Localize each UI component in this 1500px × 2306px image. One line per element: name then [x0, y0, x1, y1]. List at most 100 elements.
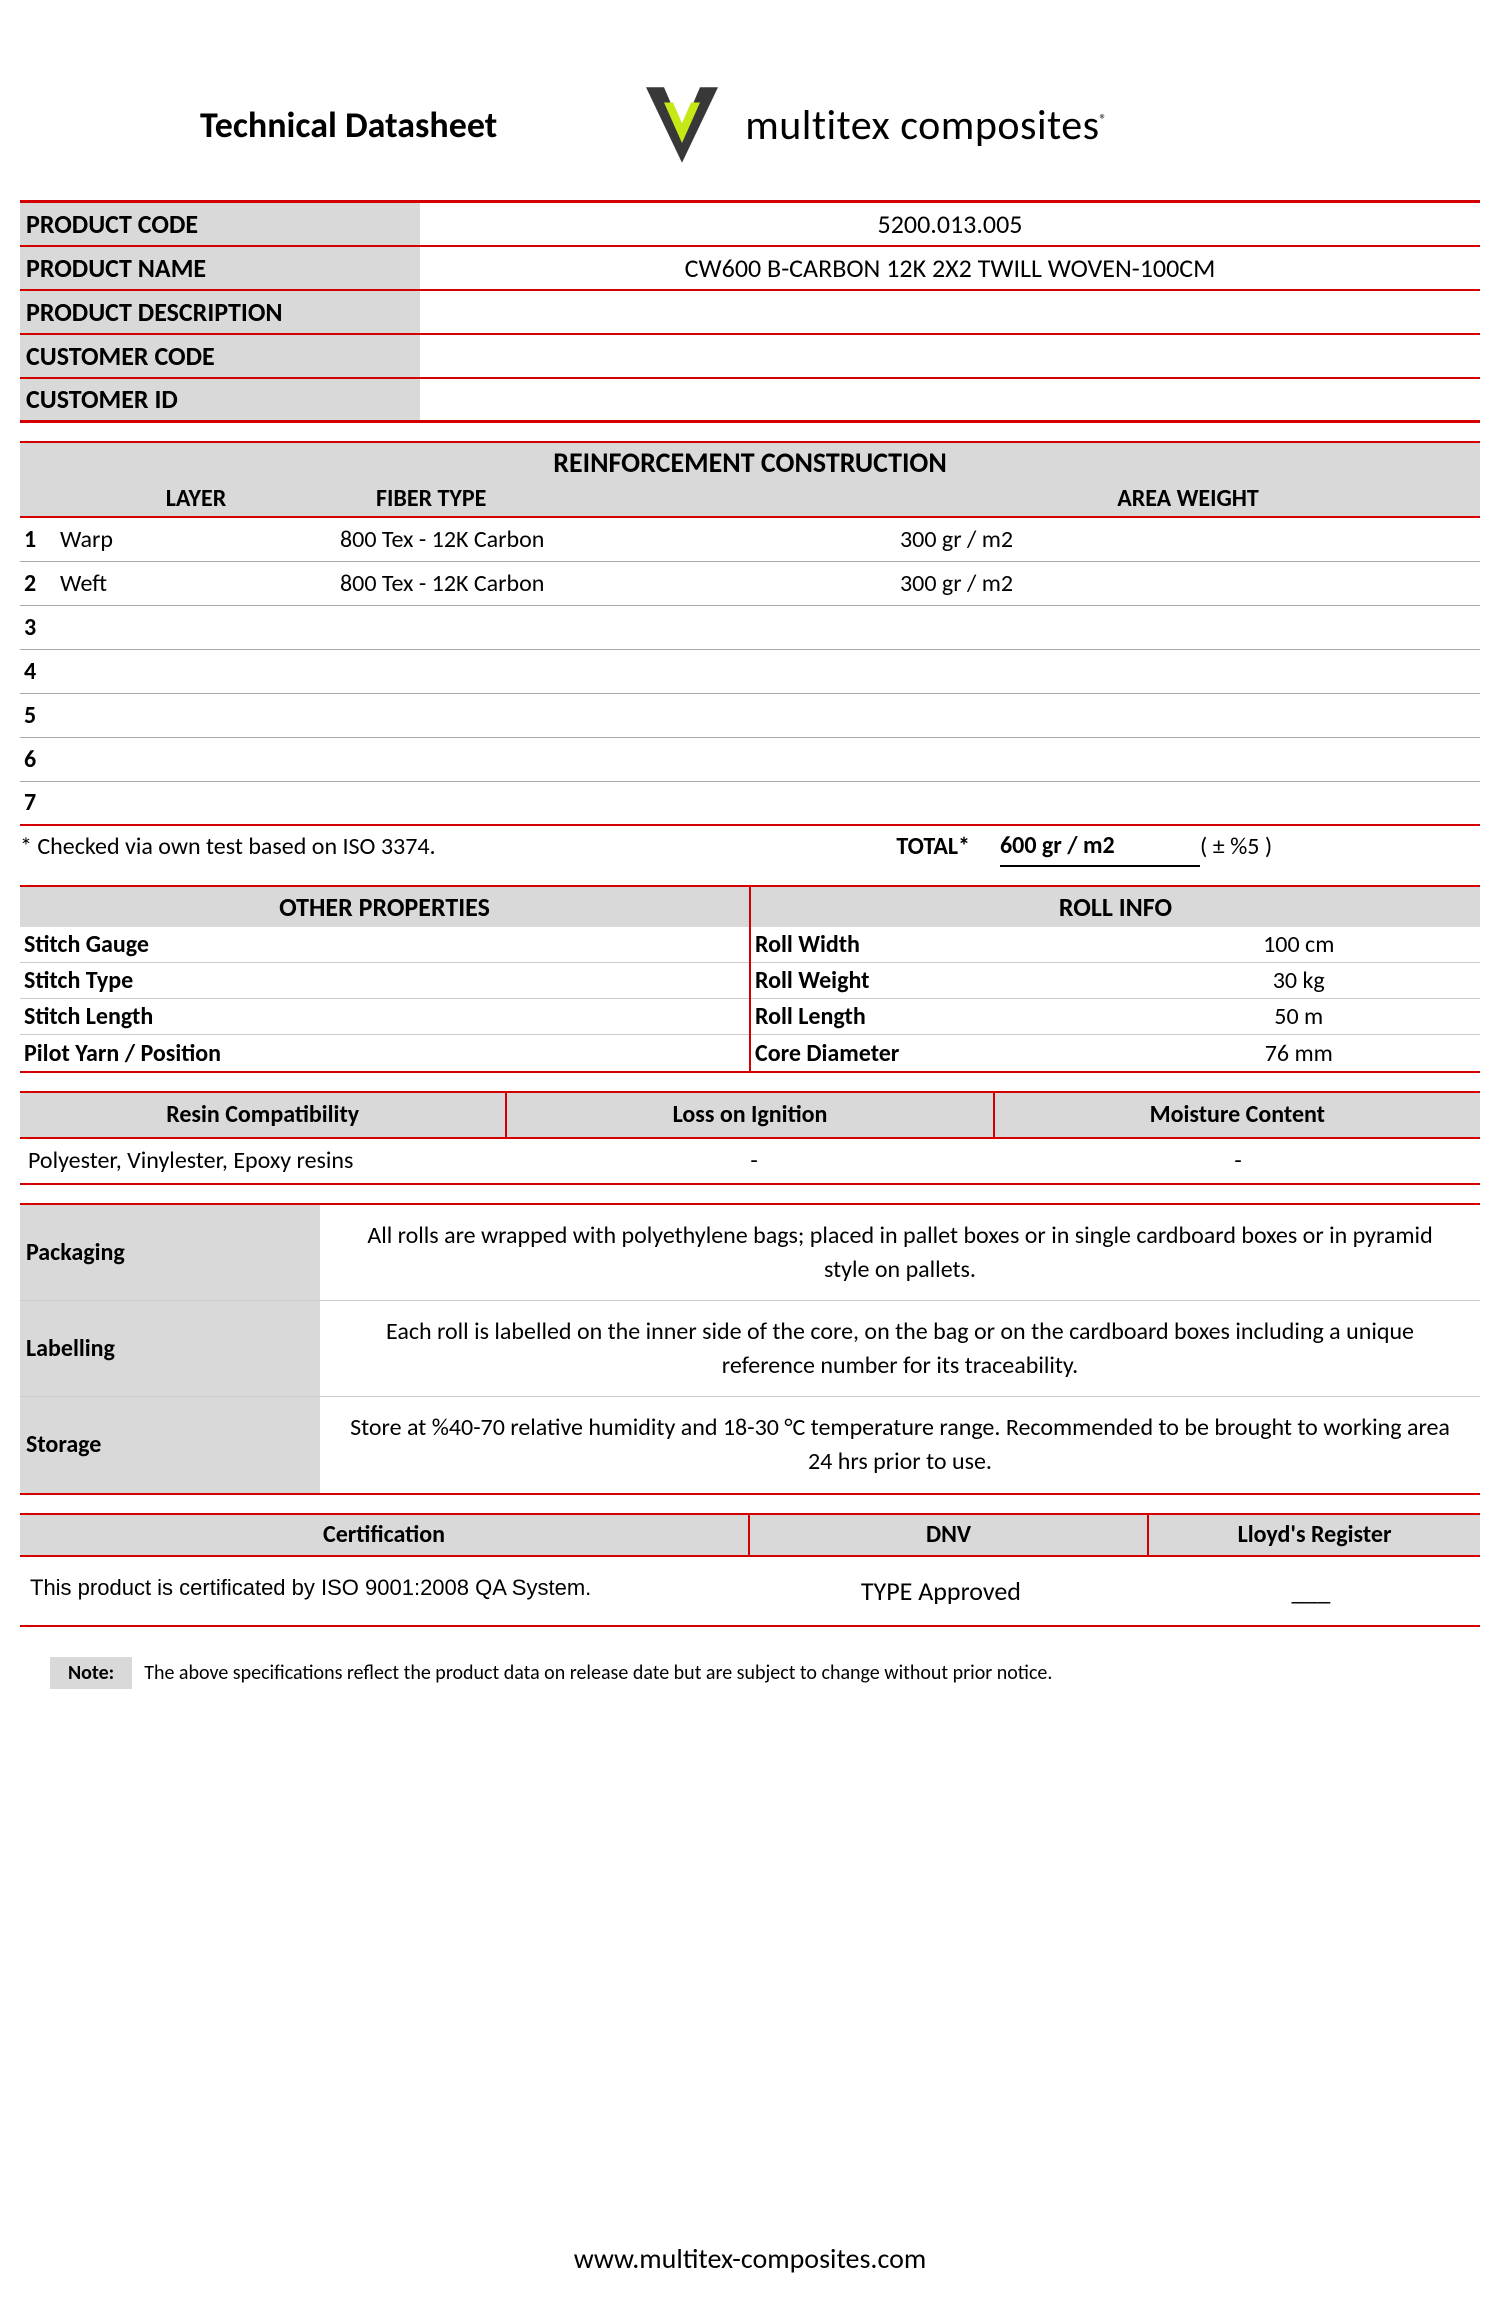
- product-name-value: CW600 B-CARBON 12K 2X2 TWILL WOVEN-100CM: [420, 246, 1480, 290]
- tri-header: Resin Compatibility Loss on Ignition Moi…: [20, 1091, 1480, 1137]
- reinforcement-total: * Checked via own test based on ISO 3374…: [20, 826, 1480, 867]
- row-layer: Weft: [56, 561, 336, 605]
- roll-label: Roll Weight: [751, 966, 1118, 995]
- row-weight: [896, 781, 1480, 825]
- brand-logo-icon: [637, 80, 727, 170]
- header: Technical Datasheet multitex composites®: [20, 80, 1480, 170]
- loss-header: Loss on Ignition: [507, 1093, 994, 1137]
- row-fiber: [336, 781, 896, 825]
- roll-info-col: Roll Width100 cm Roll Weight30 kg Roll L…: [751, 927, 1480, 1071]
- roll-value: 50 m: [1118, 1002, 1481, 1031]
- product-name-label: PRODUCT NAME: [20, 246, 420, 290]
- total-label: TOTAL*: [580, 826, 1000, 866]
- customer-code-value: [420, 334, 1480, 378]
- roll-label: Core Diameter: [751, 1039, 1118, 1068]
- roll-info-title: ROLL INFO: [751, 887, 1480, 927]
- row-fiber: 800 Tex - 12K Carbon: [336, 561, 896, 605]
- customer-code-label: CUSTOMER CODE: [20, 334, 420, 378]
- roll-value: 100 cm: [1118, 930, 1481, 959]
- moisture-value: -: [996, 1139, 1480, 1183]
- product-desc-label: PRODUCT DESCRIPTION: [20, 290, 420, 334]
- row-weight: [896, 737, 1480, 781]
- row-weight: [896, 693, 1480, 737]
- total-tolerance: ( ± %5 ): [1200, 826, 1480, 866]
- row-num: 2: [20, 561, 56, 605]
- note-label: Note:: [50, 1657, 132, 1689]
- reinforcement-title: REINFORCEMENT CONSTRUCTION: [20, 441, 1480, 481]
- labelling-label: Labelling: [20, 1301, 320, 1396]
- brand-name: multitex composites®: [745, 100, 1107, 151]
- row-num: 7: [20, 781, 56, 825]
- packaging-label: Packaging: [20, 1205, 320, 1300]
- footer-url: www.multitex-composites.com: [0, 2241, 1500, 2276]
- cert-lloyds: ___: [1142, 1557, 1480, 1625]
- row-num: 3: [20, 605, 56, 649]
- customer-id-value: [420, 378, 1480, 422]
- prop-label: Pilot Yarn / Position: [20, 1039, 387, 1068]
- page: Technical Datasheet multitex composites®…: [0, 0, 1500, 2306]
- other-properties-col: Stitch Gauge Stitch Type Stitch Length P…: [20, 927, 751, 1071]
- row-fiber: [336, 693, 896, 737]
- row-layer: Warp: [56, 517, 336, 561]
- cert-dnv: TYPE Approved: [740, 1557, 1142, 1625]
- customer-id-label: CUSTOMER ID: [20, 378, 420, 422]
- loss-value: -: [512, 1139, 996, 1183]
- cert-col1-header: Certification: [20, 1515, 750, 1555]
- row-weight: 300 gr / m2: [896, 517, 1480, 561]
- total-value: 600 gr / m2: [1000, 826, 1200, 866]
- row-layer: [56, 605, 336, 649]
- row-fiber: [336, 737, 896, 781]
- row-num: 1: [20, 517, 56, 561]
- packaging-value: All rolls are wrapped with polyethylene …: [320, 1205, 1480, 1300]
- row-layer: [56, 737, 336, 781]
- logo-wrap: multitex composites®: [637, 80, 1107, 170]
- row-fiber: 800 Tex - 12K Carbon: [336, 517, 896, 561]
- row-weight: [896, 605, 1480, 649]
- cert-body: This product is certificated by ISO 9001…: [20, 1555, 1480, 1627]
- brand-text: multitex composites: [745, 100, 1099, 151]
- labelling-value: Each roll is labelled on the inner side …: [320, 1301, 1480, 1396]
- row-num: 4: [20, 649, 56, 693]
- row-layer: [56, 781, 336, 825]
- row-layer: [56, 693, 336, 737]
- cert-col2-header: DNV: [750, 1515, 1149, 1555]
- other-properties-title: OTHER PROPERTIES: [20, 887, 751, 927]
- product-table: PRODUCT CODE 5200.013.005 PRODUCT NAME C…: [20, 200, 1480, 423]
- col-layer: LAYER: [56, 481, 336, 517]
- cert-col3-header: Lloyd's Register: [1149, 1515, 1480, 1555]
- roll-label: Roll Length: [751, 1002, 1118, 1031]
- dual-body: Stitch Gauge Stitch Type Stitch Length P…: [20, 927, 1480, 1073]
- row-weight: 300 gr / m2: [896, 561, 1480, 605]
- storage-value: Store at %40-70 relative humidity and 18…: [320, 1397, 1480, 1492]
- row-fiber: [336, 649, 896, 693]
- packaging-table: Packaging All rolls are wrapped with pol…: [20, 1203, 1480, 1495]
- dual-header: OTHER PROPERTIES ROLL INFO: [20, 885, 1480, 927]
- cert-text: This product is certificated by ISO 9001…: [20, 1557, 740, 1625]
- brand-mark: ®: [1100, 111, 1108, 128]
- row-weight: [896, 649, 1480, 693]
- row-num: 6: [20, 737, 56, 781]
- cert-header: Certification DNV Lloyd's Register: [20, 1513, 1480, 1555]
- moisture-header: Moisture Content: [995, 1093, 1480, 1137]
- note-text: The above specifications reflect the pro…: [132, 1657, 1064, 1689]
- product-desc-value: [420, 290, 1480, 334]
- roll-value: 30 kg: [1118, 966, 1481, 995]
- page-title: Technical Datasheet: [200, 103, 497, 147]
- prop-label: Stitch Gauge: [20, 930, 387, 959]
- resin-header: Resin Compatibility: [20, 1093, 507, 1137]
- roll-label: Roll Width: [751, 930, 1118, 959]
- row-layer: [56, 649, 336, 693]
- note-row: Note: The above specifications reflect t…: [20, 1657, 1480, 1689]
- footnote: * Checked via own test based on ISO 3374…: [20, 826, 580, 866]
- tri-body: Polyester, Vinylester, Epoxy resins - -: [20, 1137, 1480, 1185]
- prop-label: Stitch Type: [20, 966, 387, 995]
- reinforcement-table: LAYER FIBER TYPE AREA WEIGHT 1Warp800 Te…: [20, 481, 1480, 826]
- col-fiber: FIBER TYPE: [336, 481, 896, 517]
- product-code-value: 5200.013.005: [420, 202, 1480, 246]
- resin-value: Polyester, Vinylester, Epoxy resins: [20, 1139, 512, 1183]
- roll-value: 76 mm: [1118, 1039, 1481, 1068]
- row-num: 5: [20, 693, 56, 737]
- storage-label: Storage: [20, 1397, 320, 1492]
- product-code-label: PRODUCT CODE: [20, 202, 420, 246]
- row-fiber: [336, 605, 896, 649]
